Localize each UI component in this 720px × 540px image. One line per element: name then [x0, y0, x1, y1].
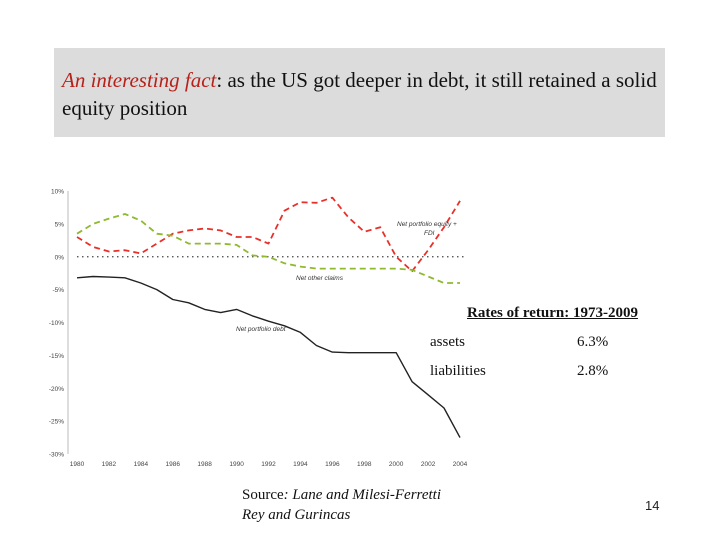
rates-of-return-box: Rates of return: 1973-2009 assets 6.3% l… — [430, 305, 675, 392]
x-tick-label: 1988 — [197, 461, 212, 468]
source-line-2: Rey and Gurincas — [242, 507, 351, 523]
y-tick-label: -15% — [49, 353, 64, 360]
x-tick-label: 1992 — [261, 461, 276, 468]
slide-title-rest: : as the US got deeper in debt, it still… — [62, 68, 657, 120]
source-note: Source: Lane and Milesi-Ferretti Rey and… — [242, 485, 441, 525]
y-tick-label: -30% — [49, 452, 64, 459]
return-label-assets: assets — [430, 334, 465, 350]
source-authors: : Lane and Milesi-Ferretti — [283, 487, 441, 503]
x-tick-label: 1994 — [293, 461, 308, 468]
return-row-liabilities: liabilities 2.8% — [430, 363, 675, 392]
x-tick-label: 1986 — [166, 461, 181, 468]
return-value-liabilities: 2.8% — [577, 363, 609, 379]
y-tick-label: 0% — [55, 254, 65, 261]
line-chart: 10%5%0%-5%-10%-15%-20%-25%-30% 1980 1982 1… — [49, 189, 468, 469]
annotation-equity-fdi-line2: FDI — [424, 230, 435, 237]
annotation-equity-fdi-line1: Net portfolio equity + — [397, 221, 457, 228]
return-label-liabilities: liabilities — [430, 363, 486, 379]
annotation-net-portfolio-debt: Net portfolio debt — [236, 326, 287, 333]
y-tick-label: -25% — [49, 419, 64, 426]
y-tick-label: 10% — [51, 189, 64, 196]
x-tick-label: 2004 — [453, 461, 468, 468]
annotations: Net portfolio equity + FDI Net other cla… — [236, 221, 457, 333]
source-line-1: Source: Lane and Milesi-Ferretti — [242, 485, 441, 505]
x-tick-label: 2000 — [389, 461, 404, 468]
y-tick-label: -10% — [49, 320, 64, 327]
x-tick-label: 1982 — [102, 461, 117, 468]
rates-of-return-title: Rates of return: 1973-2009 — [467, 305, 638, 321]
return-row-assets: assets 6.3% — [430, 334, 675, 363]
page-number: 14 — [645, 498, 660, 513]
y-axis-labels: 10% 5% 0% -5% -10% -15% -20% -25% -30% — [49, 189, 64, 459]
x-tick-label: 1980 — [70, 461, 85, 468]
y-tick-label: -20% — [49, 386, 64, 393]
x-tick-label: 1998 — [357, 461, 372, 468]
slide-title-highlight: An interesting fact — [62, 68, 217, 92]
annotation-net-other-claims: Net other claims — [296, 275, 344, 282]
x-tick-label: 1990 — [229, 461, 244, 468]
y-tick-label: 5% — [55, 221, 65, 228]
x-tick-label: 2002 — [421, 461, 436, 468]
slide-title: An interesting fact: as the US got deepe… — [54, 48, 665, 137]
y-tick-label: -5% — [52, 287, 64, 294]
source-label: Source — [242, 487, 284, 503]
x-tick-label: 1996 — [325, 461, 340, 468]
x-axis-labels: 1980 1982 1984 1986 1988 1990 1992 1994 1996 1998… — [70, 461, 468, 468]
series-line-3 — [76, 275, 461, 438]
series-line-1 — [76, 196, 461, 273]
return-value-assets: 6.3% — [577, 334, 609, 350]
x-tick-label: 1984 — [134, 461, 149, 468]
series-group — [76, 196, 461, 438]
